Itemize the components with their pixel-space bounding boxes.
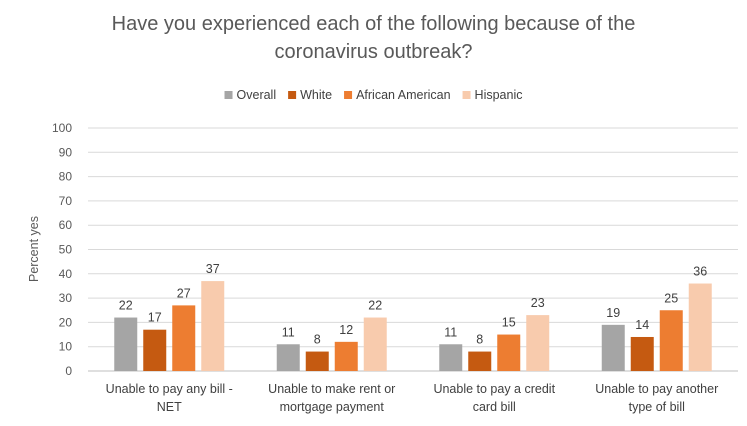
chart-title-line-1: Have you experienced each of the followi… — [112, 13, 636, 35]
x-category-label: Unable to pay any bill - — [106, 382, 233, 396]
y-tick-label: 60 — [59, 218, 73, 232]
y-tick-label: 0 — [65, 364, 72, 378]
bar — [439, 344, 463, 371]
data-label: 22 — [368, 299, 382, 313]
x-category-label: Unable to pay another — [595, 382, 718, 396]
bar — [688, 283, 712, 371]
bar — [659, 310, 683, 371]
legend-label: Overall — [237, 88, 277, 102]
x-category-label: Unable to pay a credit — [433, 382, 555, 396]
y-tick-label: 80 — [59, 170, 73, 184]
bar — [630, 336, 654, 371]
data-label: 11 — [444, 325, 457, 339]
chart-title: Have you experienced each of the followi… — [112, 13, 636, 63]
y-tick-label: 30 — [59, 291, 73, 305]
bar — [172, 305, 196, 371]
data-label: 37 — [206, 262, 220, 276]
y-axis-title: Percent yes — [27, 216, 41, 282]
legend-swatch — [224, 91, 233, 99]
y-axis-tick-labels: 0 10 20 30 40 50 60 70 80 90 100 — [52, 121, 72, 378]
data-label: 23 — [531, 296, 545, 310]
chart-title-line-2: coronavirus outbreak? — [275, 41, 473, 63]
legend-swatch — [288, 91, 297, 99]
data-label: 12 — [339, 323, 353, 337]
data-label: 25 — [664, 291, 678, 305]
bar — [601, 324, 625, 371]
bar — [334, 341, 358, 371]
data-labels: 22 17 27 37 11 8 12 22 11 8 15 23 19 14 25 36 — [119, 262, 707, 346]
bar — [497, 334, 521, 371]
data-label: 36 — [693, 265, 707, 279]
data-label: 11 — [282, 325, 295, 339]
x-category-label: Unable to make rent or — [268, 382, 395, 396]
data-label: 15 — [502, 316, 516, 330]
legend-label: White — [300, 88, 332, 102]
y-tick-label: 70 — [59, 194, 73, 208]
bar — [468, 351, 492, 371]
bars — [114, 281, 712, 371]
bar — [201, 281, 225, 371]
data-label: 19 — [606, 306, 620, 320]
x-category-label: mortgage payment — [280, 400, 385, 414]
legend-swatch — [462, 91, 471, 99]
data-label: 14 — [635, 318, 649, 332]
y-tick-label: 50 — [59, 243, 73, 257]
legend-label: African American — [356, 88, 451, 102]
gridlines — [88, 127, 738, 372]
legend-swatch — [344, 91, 353, 99]
data-label: 27 — [177, 286, 191, 300]
data-label: 22 — [119, 299, 133, 313]
x-category-label: NET — [157, 400, 182, 414]
x-axis-category-labels: Unable to pay any bill - NET Unable to mak… — [106, 382, 719, 414]
bar — [305, 351, 329, 371]
data-label: 17 — [148, 311, 162, 325]
data-label: 8 — [476, 333, 483, 347]
bar — [143, 329, 167, 371]
x-category-label: card bill — [473, 400, 516, 414]
legend-label: Hispanic — [475, 88, 523, 102]
y-tick-label: 20 — [59, 315, 73, 329]
bar — [363, 317, 387, 371]
data-label: 8 — [314, 333, 321, 347]
x-category-label: type of bill — [629, 400, 685, 414]
bar — [526, 315, 550, 371]
bar — [276, 344, 300, 371]
y-tick-label: 40 — [59, 267, 73, 281]
y-tick-label: 100 — [52, 121, 72, 135]
y-tick-label: 10 — [59, 340, 73, 354]
bar — [114, 317, 138, 371]
y-tick-label: 90 — [59, 145, 73, 159]
legend: Overall White African American Hispanic — [224, 88, 523, 102]
